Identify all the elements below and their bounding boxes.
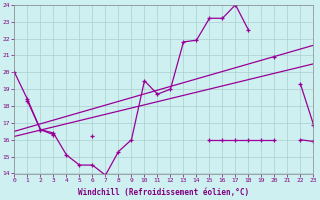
X-axis label: Windchill (Refroidissement éolien,°C): Windchill (Refroidissement éolien,°C): [78, 188, 250, 197]
